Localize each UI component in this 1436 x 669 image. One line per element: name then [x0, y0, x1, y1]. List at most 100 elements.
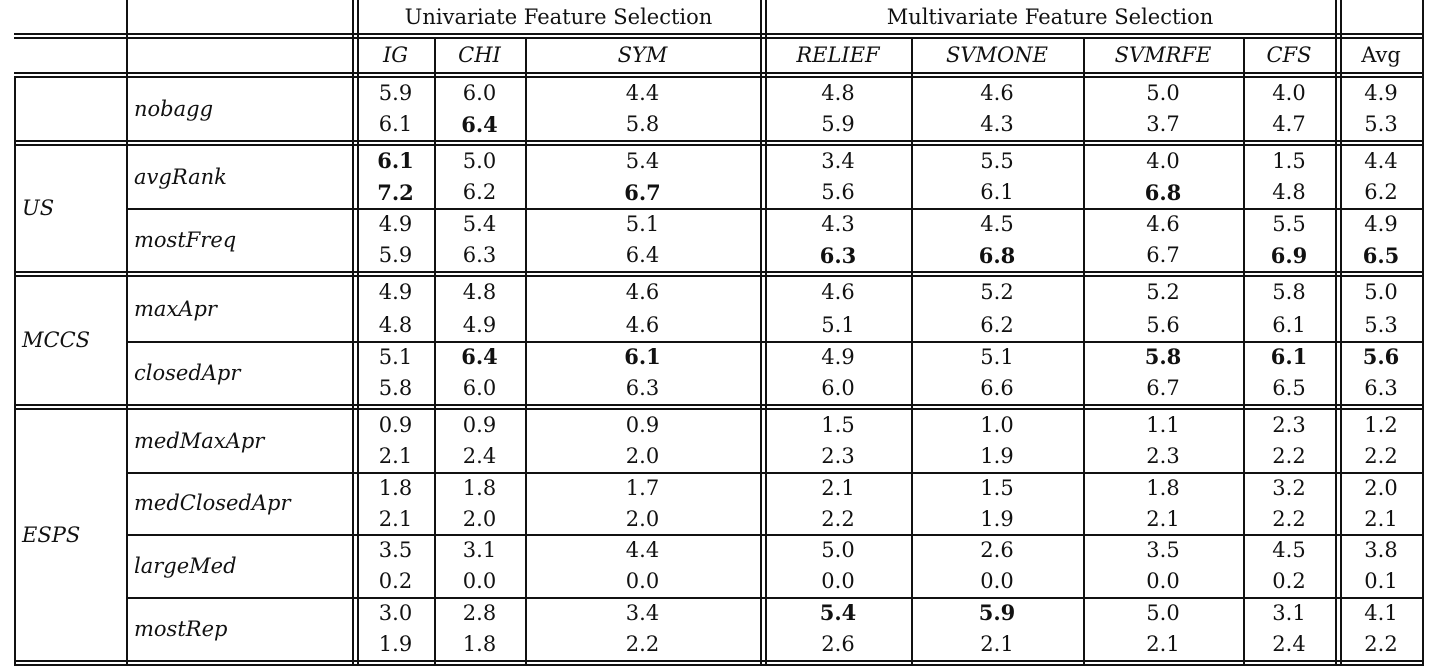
value-cell-bottom: 2.1 — [980, 632, 1014, 657]
value-cell-top: 4.9 — [378, 211, 413, 236]
value-cell-bottom: 2.0 — [625, 506, 660, 531]
value-cell-bottom: 4.9 — [462, 312, 497, 337]
value-cell-bottom: 6.0 — [821, 376, 855, 401]
value-cell-bottom: 5.6 — [1146, 312, 1180, 337]
value-cell-top: 5.0 — [1364, 280, 1398, 305]
value-cell-top: 5.6 — [1362, 344, 1400, 370]
value-cell-bottom: 0.0 — [625, 569, 660, 594]
value-cell-bottom: 6.0 — [462, 376, 497, 401]
vertical-rule — [1335, 0, 1337, 664]
value-cell-top: 3.2 — [1272, 475, 1306, 500]
value-cell-top: 3.4 — [821, 148, 855, 173]
value-cell-bottom: 1.9 — [980, 444, 1014, 469]
method-label: medMaxApr — [134, 428, 265, 453]
value-cell-top: 4.9 — [821, 344, 855, 369]
vertical-rule — [765, 0, 767, 664]
value-cell-top: 6.4 — [461, 344, 498, 370]
method-label: mostFreq — [134, 227, 237, 252]
group-label-esps: ESPS — [22, 522, 81, 547]
value-cell-bottom: 1.9 — [378, 632, 413, 657]
value-cell-bottom: 2.2 — [625, 632, 660, 657]
value-cell-bottom: 2.1 — [378, 444, 413, 469]
value-cell-top: 6.1 — [1270, 344, 1308, 370]
group-label-us: US — [22, 196, 55, 220]
vertical-rule — [14, 76, 16, 664]
value-cell-bottom: 2.4 — [1272, 632, 1306, 657]
value-cell-bottom: 2.6 — [821, 632, 855, 657]
value-cell-top: 5.4 — [819, 600, 857, 626]
horizontal-rule — [14, 408, 1424, 410]
value-cell-top: 4.9 — [378, 280, 413, 305]
value-cell-top: 1.5 — [821, 412, 855, 437]
value-cell-bottom: 7.2 — [377, 179, 414, 205]
method-label: nobagg — [134, 96, 214, 121]
value-cell-top: 2.0 — [1364, 475, 1398, 500]
value-cell-bottom: 5.6 — [821, 180, 855, 205]
value-cell-top: 4.9 — [1364, 211, 1398, 236]
value-cell-top: 5.8 — [1144, 344, 1182, 370]
value-cell-top: 5.4 — [625, 148, 660, 173]
value-cell-bottom: 6.5 — [1362, 242, 1400, 268]
value-cell-bottom: 6.2 — [462, 180, 497, 205]
value-cell-bottom: 6.9 — [1270, 242, 1308, 268]
value-cell-bottom: 0.1 — [1364, 569, 1398, 594]
value-cell-top: 4.8 — [821, 80, 855, 105]
value-cell-bottom: 0.0 — [462, 569, 497, 594]
vertical-rule — [1340, 0, 1342, 664]
value-cell-bottom: 2.2 — [1364, 444, 1398, 469]
vertical-rule — [525, 37, 527, 664]
horizontal-rule — [14, 76, 1424, 78]
vertical-rule — [1083, 37, 1085, 664]
vertical-rule — [911, 37, 913, 664]
value-cell-top: 2.3 — [1272, 412, 1306, 437]
value-cell-bottom: 6.4 — [461, 111, 498, 137]
value-cell-top: 3.5 — [1146, 537, 1180, 562]
method-label: mostRep — [134, 616, 228, 641]
value-cell-bottom: 0.2 — [1272, 569, 1306, 594]
value-cell-bottom: 6.7 — [1146, 243, 1180, 268]
value-cell-top: 0.9 — [462, 412, 497, 437]
value-cell-bottom: 0.0 — [980, 569, 1014, 594]
value-cell-bottom: 2.2 — [1272, 444, 1306, 469]
value-cell-top: 5.1 — [980, 344, 1014, 369]
column-header-ig: IG — [382, 43, 409, 67]
value-cell-bottom: 2.1 — [1146, 506, 1180, 531]
value-cell-top: 4.0 — [1272, 80, 1306, 105]
value-cell-top: 4.4 — [1364, 148, 1398, 173]
value-cell-top: 5.2 — [1146, 280, 1180, 305]
value-cell-top: 1.8 — [462, 475, 497, 500]
value-cell-top: 5.0 — [462, 148, 497, 173]
horizontal-rule — [126, 597, 1424, 599]
value-cell-bottom: 2.0 — [625, 444, 660, 469]
value-cell-bottom: 2.4 — [462, 444, 497, 469]
vertical-rule — [1243, 37, 1245, 664]
value-cell-top: 3.8 — [1364, 537, 1398, 562]
vertical-rule — [126, 0, 128, 664]
value-cell-top: 2.1 — [821, 475, 855, 500]
horizontal-rule — [14, 275, 1424, 277]
value-cell-bottom: 4.6 — [625, 312, 660, 337]
value-cell-bottom: 5.8 — [378, 376, 413, 401]
value-cell-top: 1.0 — [980, 412, 1014, 437]
value-cell-bottom: 0.0 — [821, 569, 855, 594]
value-cell-top: 1.8 — [1146, 475, 1180, 500]
value-cell-bottom: 5.9 — [378, 243, 413, 268]
value-cell-top: 5.0 — [821, 537, 855, 562]
value-cell-top: 4.5 — [1272, 537, 1306, 562]
value-cell-bottom: 6.7 — [624, 179, 661, 205]
value-cell-bottom: 6.8 — [978, 242, 1016, 268]
value-cell-top: 1.1 — [1146, 412, 1180, 437]
column-header-chi: CHI — [458, 43, 501, 67]
column-header-svmrfe: SVMRFE — [1114, 43, 1212, 67]
value-cell-top: 4.3 — [821, 211, 855, 236]
value-cell-bottom: 2.0 — [462, 506, 497, 531]
value-cell-bottom: 6.3 — [462, 243, 497, 268]
value-cell-top: 4.5 — [980, 211, 1014, 236]
value-cell-top: 4.8 — [462, 280, 497, 305]
value-cell-top: 5.0 — [1146, 80, 1180, 105]
value-cell-top: 1.5 — [980, 475, 1014, 500]
horizontal-rule — [126, 208, 1424, 210]
value-cell-bottom: 6.1 — [980, 180, 1014, 205]
value-cell-bottom: 5.1 — [821, 312, 855, 337]
value-cell-bottom: 6.1 — [378, 112, 413, 137]
